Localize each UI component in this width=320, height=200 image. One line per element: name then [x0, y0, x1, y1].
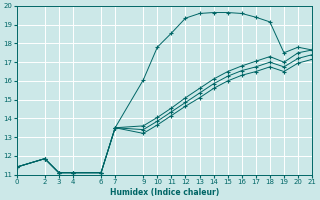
X-axis label: Humidex (Indice chaleur): Humidex (Indice chaleur)	[110, 188, 219, 197]
